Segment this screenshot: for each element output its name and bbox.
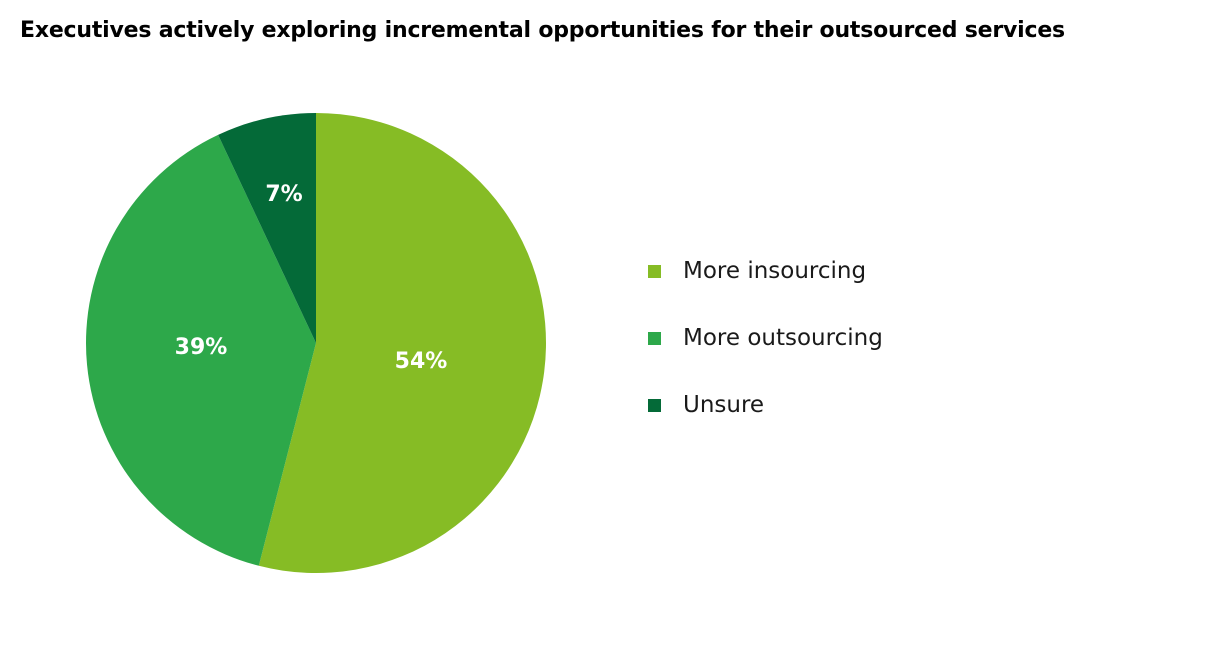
- legend-item-more-insourcing: More insourcing: [648, 258, 866, 284]
- slice-value-label: 39%: [175, 335, 228, 360]
- legend-item-unsure: Unsure: [648, 392, 764, 418]
- legend-swatch-icon: [648, 264, 661, 278]
- pie-slice-more-outsourcing: [86, 134, 316, 566]
- legend-swatch-icon: [648, 398, 661, 412]
- slice-value-label: 7%: [265, 182, 302, 207]
- slice-value-label: 54%: [395, 349, 448, 374]
- chart-title: Executives actively exploring incrementa…: [20, 18, 1065, 43]
- pie-slice-more-insourcing: [258, 113, 547, 573]
- pie-slice-unsure: [218, 113, 316, 343]
- legend-item-more-outsourcing: More outsourcing: [648, 325, 883, 351]
- legend-swatch-icon: [648, 331, 661, 345]
